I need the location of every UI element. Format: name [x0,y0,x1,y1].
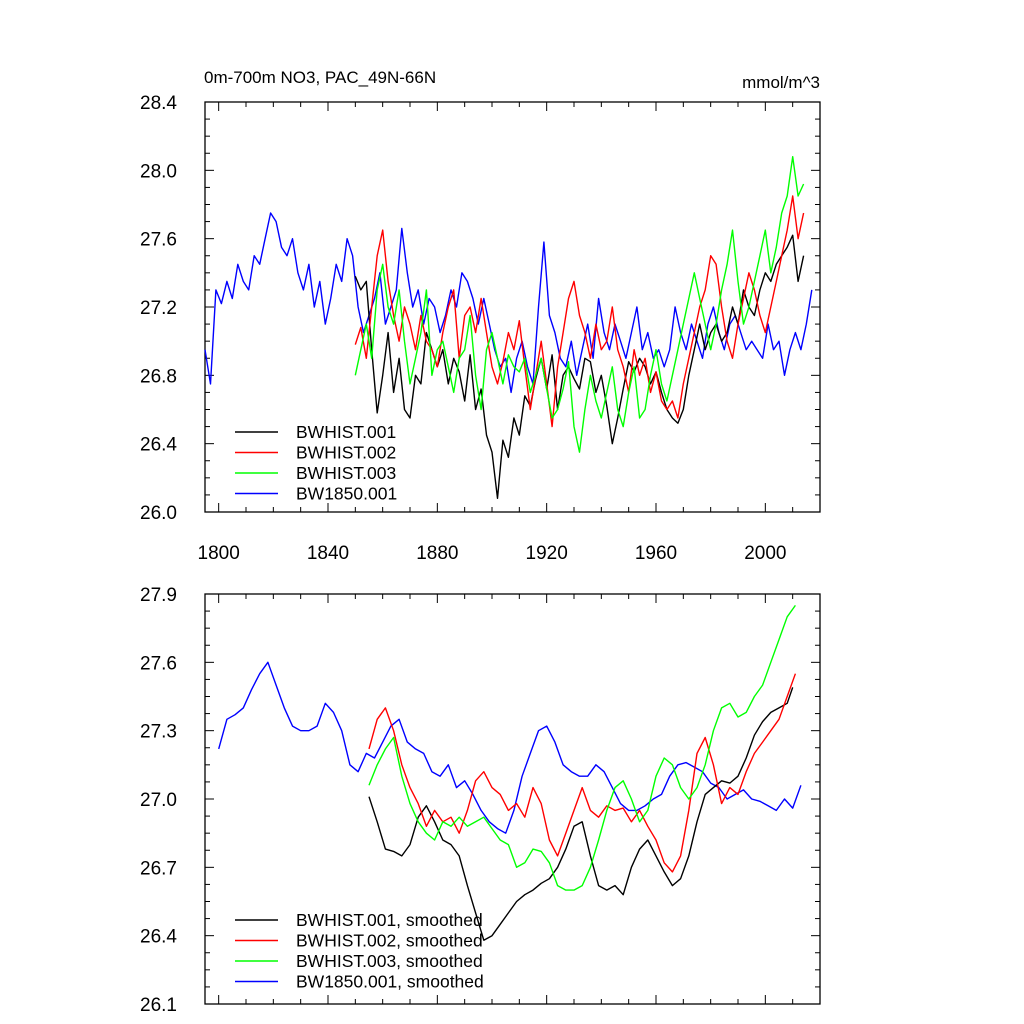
series-line-3 [218,661,802,834]
legend-label: BW1850.001 [296,484,397,504]
series-line-0 [354,234,805,499]
y-tick-label: 27.6 [140,230,177,251]
y-tick-label: 26.4 [140,927,177,948]
y-tick-labels: 26.1 26.4 26.7 27.0 27.3 27.6 27.9 [140,585,177,1016]
series-line-2 [368,604,796,891]
series-line-1 [368,673,797,873]
legend-label: BW1850.001, smoothed [296,972,484,992]
legend-label: BWHIST.002 [296,443,396,463]
x-tick-label: 1880 [416,543,458,564]
y-tick-label: 27.9 [140,585,177,606]
y-tick-label: 28.0 [140,161,177,182]
series-line-3 [204,212,813,394]
legend-label: BWHIST.003, smoothed [296,951,483,971]
top-panel: 0m-700m NO3, PAC_49N-66N mmol/m^3 1800 18… [140,68,821,564]
axis-ticks [205,101,821,513]
axis-ticks [205,593,821,1005]
series-line-2 [354,155,805,453]
y-tick-label: 28.4 [140,93,177,114]
units-label: mmol/m^3 [742,73,820,92]
x-tick-label: 1920 [526,543,568,564]
y-tick-label: 27.6 [140,653,177,674]
y-tick-label: 27.3 [140,722,177,743]
y-tick-label: 26.4 [140,435,177,456]
legend-label: BWHIST.001 [296,422,396,442]
x-tick-labels: 1800 1840 1880 1920 1960 2000 [198,543,787,564]
x-tick-label: 1960 [635,543,677,564]
x-tick-label: 2000 [744,543,786,564]
y-tick-label: 26.8 [140,366,177,387]
series-lines [204,155,813,499]
bottom-panel: 26.1 26.4 26.7 27.0 27.3 27.6 27.9 BWHIST.001,… [140,585,821,1016]
series-line-1 [354,195,805,428]
y-tick-label: 27.0 [140,790,177,811]
legend-label: BWHIST.002, smoothed [296,931,483,951]
series-lines [218,604,802,941]
legend-label: BWHIST.003 [296,463,396,483]
y-tick-label: 26.0 [140,503,177,524]
y-tick-label: 26.7 [140,858,177,879]
legend-label: BWHIST.001, smoothed [296,910,483,930]
x-tick-label: 1800 [198,543,240,564]
y-tick-label: 27.2 [140,298,177,319]
y-tick-label: 26.1 [140,995,177,1016]
chart-title: 0m-700m NO3, PAC_49N-66N [204,68,436,87]
y-tick-labels: 26.0 26.4 26.8 27.2 27.6 28.0 28.4 [140,93,177,524]
x-tick-label: 1840 [307,543,349,564]
series-line-0 [368,687,794,941]
